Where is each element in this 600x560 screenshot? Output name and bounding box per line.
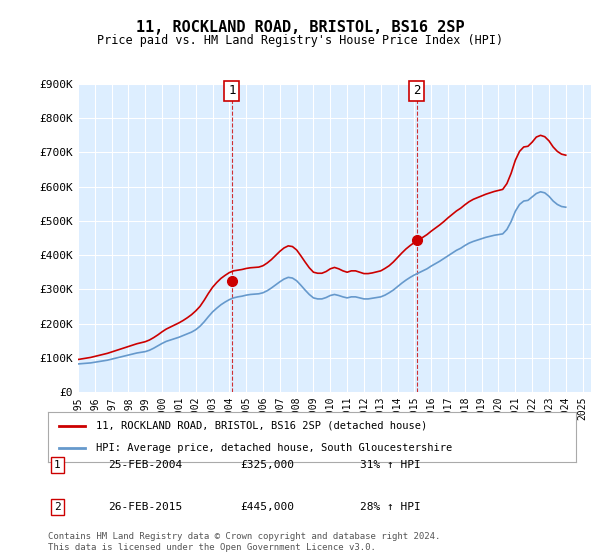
Text: 26-FEB-2015: 26-FEB-2015 [108,502,182,512]
Text: 2: 2 [413,85,421,97]
Text: 1: 1 [228,85,236,97]
Text: 11, ROCKLAND ROAD, BRISTOL, BS16 2SP (detached house): 11, ROCKLAND ROAD, BRISTOL, BS16 2SP (de… [95,421,427,431]
Text: 11, ROCKLAND ROAD, BRISTOL, BS16 2SP: 11, ROCKLAND ROAD, BRISTOL, BS16 2SP [136,20,464,35]
Text: Contains HM Land Registry data © Crown copyright and database right 2024.
This d: Contains HM Land Registry data © Crown c… [48,532,440,552]
Text: HPI: Average price, detached house, South Gloucestershire: HPI: Average price, detached house, Sout… [95,443,452,453]
Text: 1: 1 [54,460,61,470]
Text: 25-FEB-2004: 25-FEB-2004 [108,460,182,470]
Text: 2: 2 [54,502,61,512]
Text: £445,000: £445,000 [240,502,294,512]
Text: 28% ↑ HPI: 28% ↑ HPI [360,502,421,512]
Text: £325,000: £325,000 [240,460,294,470]
Text: 31% ↑ HPI: 31% ↑ HPI [360,460,421,470]
Text: Price paid vs. HM Land Registry's House Price Index (HPI): Price paid vs. HM Land Registry's House … [97,34,503,46]
